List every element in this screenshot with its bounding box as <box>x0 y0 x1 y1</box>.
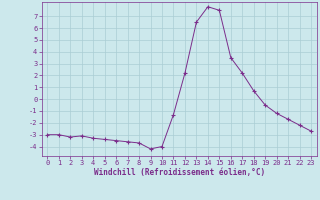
X-axis label: Windchill (Refroidissement éolien,°C): Windchill (Refroidissement éolien,°C) <box>94 168 265 177</box>
